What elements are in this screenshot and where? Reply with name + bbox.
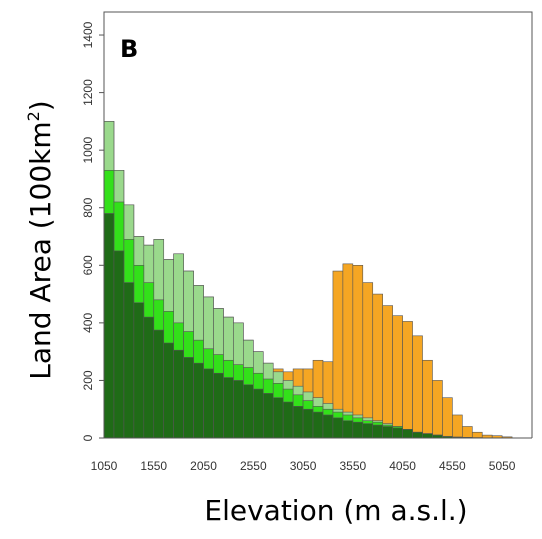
bar-dark_green-1850 <box>183 357 194 439</box>
x-tick-label-1050: 1050 <box>91 459 118 473</box>
bar-dark_green-1650 <box>163 342 174 439</box>
bar-orange-4250 <box>422 359 433 439</box>
y-tick-label-0: 0 <box>81 434 95 441</box>
bar-dark_green-3650 <box>362 423 374 439</box>
bar-dark_green-2450 <box>243 384 254 439</box>
axes-layer: 0 200 400 600 800 1000 1200 1400 1050 1550 2050 255… <box>81 11 533 473</box>
plot-frame <box>103 11 533 438</box>
bar-dark_green-2150 <box>213 372 224 439</box>
y-tick-label-600: 600 <box>81 255 95 275</box>
y-axis-title-main: Land Area (100km <box>24 121 57 379</box>
bar-orange-4050 <box>402 321 413 439</box>
x-tick-label-1550: 1550 <box>140 459 167 473</box>
bar-dark_green-1350 <box>133 302 145 439</box>
bar-dark_green-3550 <box>352 421 364 439</box>
bar-dark_green-1150 <box>113 250 125 439</box>
bar-dark_green-1050 <box>103 213 115 439</box>
bars-layer <box>103 121 513 439</box>
bar-dark_green-4150 <box>412 431 423 439</box>
x-tick-label-3050: 3050 <box>290 459 317 473</box>
bar-dark_green-2050 <box>203 368 214 439</box>
bar-dark_green-2650 <box>262 393 274 439</box>
y-axis-title-close: ) <box>24 100 57 111</box>
bar-dark_green-2250 <box>223 377 234 439</box>
bar-dark_green-2950 <box>292 406 304 439</box>
y-tick-label-1400: 1400 <box>81 21 95 48</box>
bar-dark_green-4250 <box>422 433 433 439</box>
y-tick-label-1200: 1200 <box>81 79 95 106</box>
bar-dark_green-3750 <box>372 424 383 439</box>
x-tick-label-4050: 4050 <box>389 459 416 473</box>
bar-dark_green-3050 <box>302 408 314 439</box>
bar-dark_green-2750 <box>272 397 284 439</box>
bar-dark_green-3250 <box>322 414 334 439</box>
bar-orange-4350 <box>432 380 443 439</box>
bar-dark_green-4050 <box>402 429 413 439</box>
y-tick-label-400: 400 <box>81 313 95 333</box>
bar-orange-4450 <box>442 397 453 439</box>
y-tick-label-800: 800 <box>81 197 95 217</box>
bar-orange-3550 <box>352 264 364 439</box>
bar-orange-3850 <box>382 305 393 439</box>
bar-dark_green-2350 <box>233 380 244 439</box>
y-axis-title-superscript: 2 <box>24 111 43 121</box>
y-tick-label-1000: 1000 <box>81 136 95 163</box>
x-tick-label-3550: 3550 <box>339 459 366 473</box>
bar-dark_green-3450 <box>342 420 354 439</box>
bar-dark_green-1250 <box>123 282 135 439</box>
x-tick-label-2550: 2550 <box>240 459 267 473</box>
bar-orange-3650 <box>362 282 374 439</box>
x-axis-title: Elevation (m a.s.l.) <box>204 494 467 527</box>
x-tick-label-5050: 5050 <box>489 459 516 473</box>
y-axis-title: Land Area (100km2) <box>24 100 57 380</box>
bar-orange-4750 <box>471 431 483 439</box>
bar-orange-4150 <box>412 335 423 439</box>
bar-orange-4550 <box>452 414 463 439</box>
bar-orange-3750 <box>372 293 383 439</box>
bar-orange-3950 <box>392 315 403 439</box>
x-tick-label-4550: 4550 <box>439 459 466 473</box>
y-tick-label-200: 200 <box>81 370 95 390</box>
bar-dark_green-3150 <box>312 411 324 439</box>
x-tick-label-2050: 2050 <box>190 459 217 473</box>
panel-label: B <box>120 35 138 63</box>
bar-dark_green-2850 <box>282 401 294 439</box>
bar-dark_green-1550 <box>153 329 165 439</box>
bar-dark_green-3850 <box>382 426 393 439</box>
bar-dark_green-3350 <box>332 417 344 439</box>
bar-dark_green-1450 <box>143 316 155 439</box>
bar-dark_green-1950 <box>193 362 204 439</box>
bar-dark_green-1750 <box>173 349 184 439</box>
bar-dark_green-3950 <box>392 427 403 439</box>
bar-dark_green-2550 <box>253 388 264 439</box>
bar-orange-4650 <box>462 426 473 439</box>
